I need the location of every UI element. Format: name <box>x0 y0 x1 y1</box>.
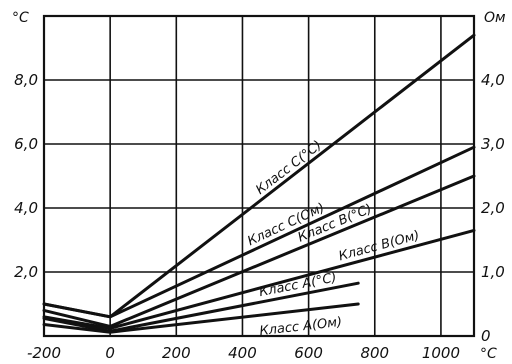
x-tick-label: -200 <box>27 344 61 362</box>
x-tick-label: 400 <box>228 344 257 362</box>
x-tick-label: 600 <box>294 344 323 362</box>
y-right-tick-label: 0 <box>481 327 491 345</box>
x-tick-label: 200 <box>162 344 191 362</box>
series-labels: Класс C(°C)Класс C(Ом)Класс B(°C)Класс B… <box>245 138 421 339</box>
x-tick-label: 1000 <box>422 344 460 362</box>
x-unit: °C <box>480 346 497 362</box>
y-right-tick-label: 4,0 <box>481 71 505 89</box>
x-tick-label: 0 <box>105 344 115 362</box>
series-line <box>42 302 360 334</box>
y-right-unit: Ом <box>484 10 506 26</box>
series-label: Класс B(Ом) <box>337 228 421 264</box>
series-label: Класс C(°C) <box>253 138 324 198</box>
series-line <box>42 145 476 319</box>
y-left-tick-label: 4,0 <box>14 199 38 217</box>
tick-labels: -200 0 200 400 600 800 1000 2,0 4,0 6,0 8,0 0 1,0 2,0… <box>12 10 506 362</box>
y-left-tick-label: 2,0 <box>14 263 38 281</box>
series-line <box>42 228 476 330</box>
y-left-unit: °C <box>12 10 29 26</box>
y-left-tick-label: 8,0 <box>14 71 38 89</box>
grid <box>42 14 476 338</box>
y-right-tick-label: 3,0 <box>481 135 505 153</box>
series-line <box>42 174 476 328</box>
y-right-tick-label: 2,0 <box>481 199 505 217</box>
x-tick-label: 800 <box>360 344 389 362</box>
y-right-tick-label: 1,0 <box>481 263 505 281</box>
y-left-tick-label: 6,0 <box>14 135 38 153</box>
series-lines <box>42 33 476 334</box>
